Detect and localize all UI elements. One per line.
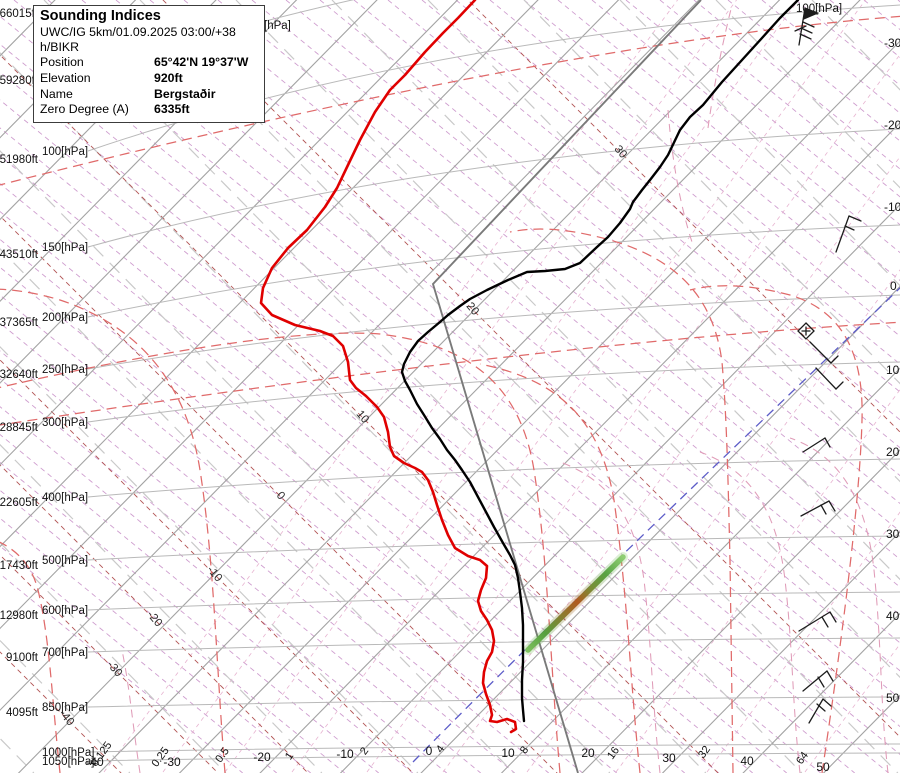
axis-label: 20 (886, 445, 900, 459)
axis-label: -10 (336, 747, 354, 761)
axis-label: 40 (886, 609, 900, 623)
info-value: Bergstaðir (154, 86, 216, 101)
axis-label: -40 (86, 755, 104, 769)
axis-label: 30 (662, 751, 676, 765)
info-label: Name (40, 86, 73, 101)
axis-label: 32640ft (0, 369, 39, 381)
axis-label: 100[hPa] (42, 146, 88, 158)
axis-label: 40 (740, 754, 754, 768)
barb-100hpa-icon (794, 7, 820, 46)
info-value: 6335ft (154, 102, 190, 117)
axis-labels: 66015ft59280ft51980ft43510ft37365ft32640… (0, 3, 900, 773)
info-row-zero-degree: Zero Degree (A) 6335ft (40, 102, 258, 118)
barb-mid1-icon (802, 437, 831, 453)
barb-low2-icon (802, 670, 834, 692)
axis-label: 37365ft (0, 317, 39, 329)
axis-label: 1050[hPa] (42, 756, 94, 768)
axis-label: 12980ft (0, 610, 39, 622)
info-row-name: Name Bergstaðir (40, 87, 258, 103)
panel-title: Sounding Indices (40, 8, 161, 24)
axis-label: 500[hPa] (42, 555, 88, 567)
axis-label: 4095ft (6, 707, 39, 719)
axis-label: 200[hPa] (42, 312, 88, 324)
axis-label: 64 (794, 750, 811, 767)
info-row-elevation: Elevation 920ft (40, 71, 258, 87)
diamond-marker-icon (797, 322, 815, 340)
barb-low1-icon (798, 611, 837, 632)
axis-label: 850[hPa] (42, 702, 88, 714)
axis-label: 66015ft (0, 8, 39, 20)
axis-label: -10 (884, 200, 900, 214)
info-value: 920ft (154, 70, 183, 85)
axis-label: 59280ft (0, 75, 39, 87)
axis-label: 0 (426, 744, 433, 758)
axis-label: 50 (886, 691, 900, 705)
axis-label: 150[hPa] (42, 242, 88, 254)
axis-label: 600[hPa] (42, 605, 88, 617)
axis-label: 1000[hPa] (42, 747, 94, 759)
wind-barbs (794, 7, 862, 724)
axis-label: 16 (605, 745, 622, 762)
axis-label: 28845ft (0, 422, 39, 434)
axis-label: 10 (886, 363, 900, 377)
axis-label: -30 (163, 755, 181, 769)
info-label: Zero Degree (A) (40, 102, 129, 117)
axis-label: 50 (816, 760, 830, 773)
sounding-indices-panel: Sounding Indices UWC/IG 5km/01.09.2025 0… (33, 5, 265, 124)
barb-upper-icon (835, 215, 862, 253)
axis-label: 17430ft (0, 560, 39, 572)
axis-label: 51980ft (0, 154, 39, 166)
axis-label: 10 (501, 746, 515, 760)
axis-label: -30 (884, 36, 900, 50)
axis-label: 700[hPa] (42, 647, 88, 659)
axis-label: 30 (886, 527, 900, 541)
info-value: 65°42'N 19°37'W (154, 55, 249, 69)
shear-segment (523, 552, 628, 655)
axis-label: 250[hPa] (42, 364, 88, 376)
marker-arrow1-icon (809, 341, 839, 364)
axis-label: -20 (253, 750, 271, 764)
model-run-line: UWC/IG 5km/01.09.2025 03:00/+38 h/BIKR (40, 25, 236, 54)
axis-label: 22605ft (0, 497, 39, 509)
barb-low3-icon (808, 698, 832, 724)
marker-arrow2-icon (815, 367, 844, 390)
axis-label: 43510ft (0, 249, 39, 261)
axis-label: 400[hPa] (42, 492, 88, 504)
axis-label: 20 (581, 746, 595, 760)
axis-label: 100[hPa] (796, 3, 842, 15)
axis-label: -20 (884, 118, 900, 132)
info-label: Elevation (40, 70, 91, 85)
barb-mid2-icon (800, 500, 836, 517)
info-row-position: Position 65°42'N 19°37'W (40, 55, 258, 71)
axis-label: 32 (696, 744, 713, 761)
reference-line (431, 0, 702, 773)
dewpoint-curve (259, 0, 518, 734)
temperature-curve (400, 0, 800, 723)
info-label: Position (40, 55, 84, 69)
axis-label: 300[hPa] (42, 417, 88, 429)
axis-label: 9100ft (6, 652, 39, 664)
axis-label: 0 (890, 279, 897, 293)
axis-label: [hPa] (264, 20, 291, 32)
